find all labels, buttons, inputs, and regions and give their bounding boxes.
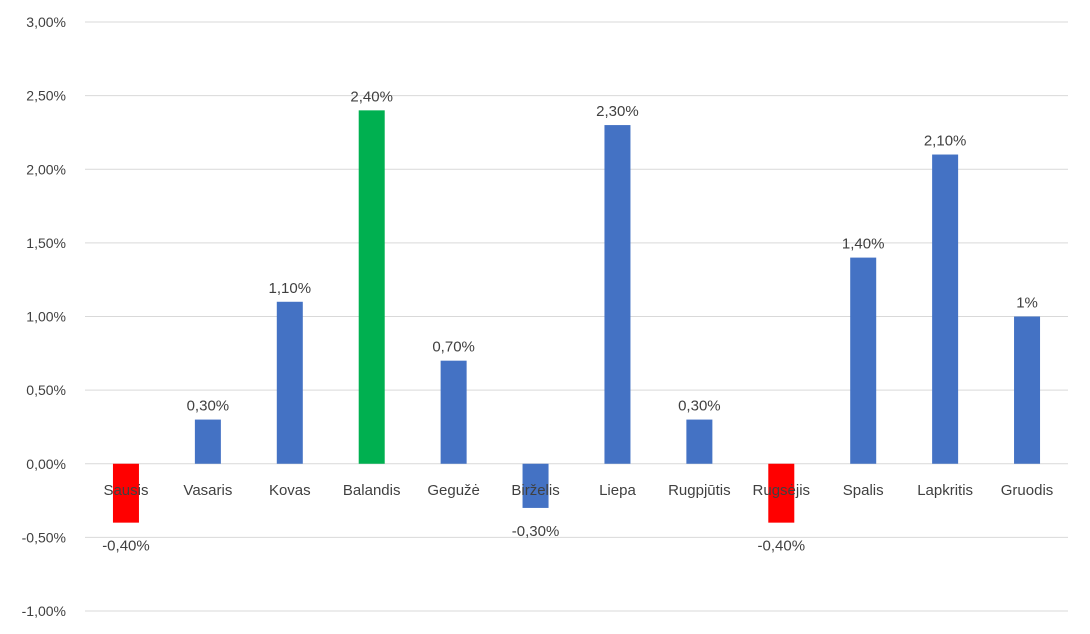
bar-rugpjūtis (686, 419, 713, 464)
bar-lapkritis (932, 154, 959, 464)
bar-gegužė (440, 360, 467, 464)
bar-spalis (850, 257, 877, 464)
x-axis-tick-labels: Sausis Vasaris Kovas Balandis Gegužė Birželis… (103, 482, 1053, 499)
x-tick-label: Liepa (599, 482, 636, 499)
data-label: 2,10% (924, 133, 967, 150)
data-label: 0,30% (678, 398, 721, 415)
data-label: -0,40% (102, 538, 150, 555)
x-tick-label: Birželis (511, 482, 559, 499)
data-label: 1% (1016, 295, 1038, 312)
data-label: 0,70% (432, 339, 475, 356)
y-tick-label: 1,00% (26, 309, 66, 325)
y-tick-label: 0,00% (26, 456, 66, 472)
data-label: 1,10% (269, 280, 312, 297)
data-label: -0,40% (758, 538, 806, 555)
bars (112, 110, 1041, 523)
x-tick-label: Rugsėjis (753, 482, 811, 499)
x-tick-label: Gruodis (1001, 482, 1054, 499)
bar-rugsėjis (768, 463, 795, 523)
bar-sausis (112, 463, 139, 523)
bar-balandis (358, 110, 385, 464)
y-tick-label: 2,00% (26, 161, 66, 177)
y-tick-label: 1,50% (26, 235, 66, 251)
y-tick-label: 3,00% (26, 14, 66, 30)
data-label: 1,40% (842, 236, 885, 253)
bar-liepa (604, 125, 631, 464)
data-label: 0,30% (187, 398, 230, 415)
data-label: 2,30% (596, 103, 639, 120)
x-tick-label: Sausis (103, 482, 148, 499)
y-axis-tick-labels: 3,00% 2,50% 2,00% 1,50% 1,00% 0,50% 0,00% -0,50… (22, 14, 66, 619)
bar-gruodis (1014, 316, 1041, 464)
x-tick-label: Gegužė (427, 482, 480, 499)
x-tick-label: Kovas (269, 482, 311, 499)
data-labels: -0,40% 0,30% 1,10% 2,40% 0,70% -0,30% 2,30% 0,3… (102, 88, 1038, 554)
gridlines (85, 21, 1068, 612)
x-tick-label: Balandis (343, 482, 401, 499)
bar-birželis (522, 463, 549, 508)
y-tick-label: -1,00% (22, 603, 66, 619)
data-label: -0,30% (512, 523, 560, 540)
data-label: 2,40% (350, 88, 393, 105)
bar-vasaris (194, 419, 221, 464)
bar-kovas (276, 301, 303, 464)
x-tick-label: Rugpjūtis (668, 482, 731, 499)
x-tick-label: Vasaris (183, 482, 232, 499)
y-tick-label: 2,50% (26, 88, 66, 104)
y-tick-label: -0,50% (22, 529, 66, 545)
x-tick-label: Lapkritis (917, 482, 973, 499)
y-tick-label: 0,50% (26, 382, 66, 398)
x-tick-label: Spalis (843, 482, 884, 499)
